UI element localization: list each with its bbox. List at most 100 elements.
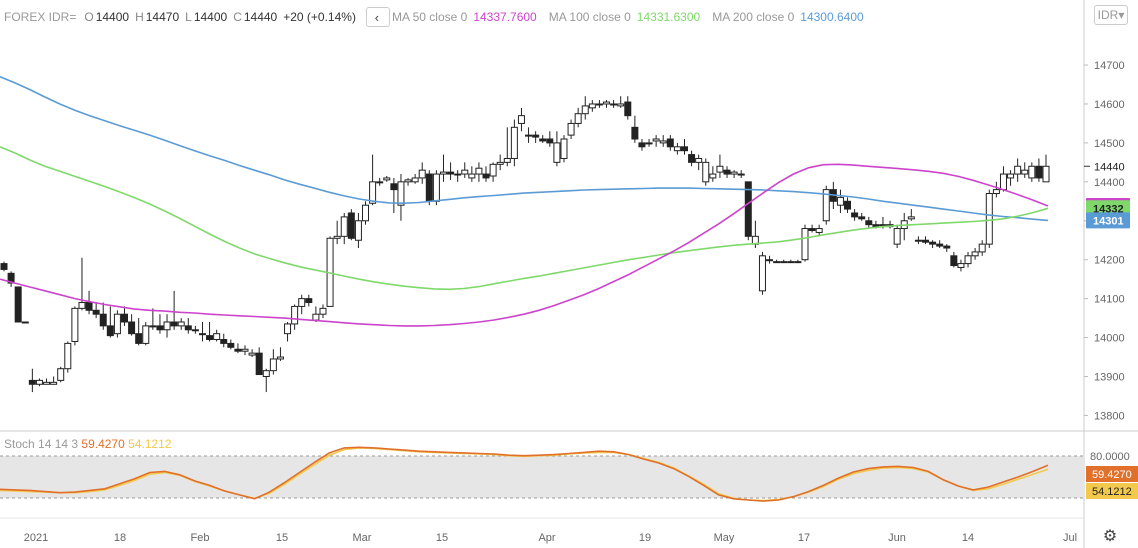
candle (680, 146, 688, 152)
y-tick-label: 14000 (1094, 333, 1125, 345)
candle (858, 216, 866, 220)
candle (0, 263, 8, 270)
candle (184, 325, 192, 331)
candle (631, 126, 639, 140)
candle (893, 228, 901, 245)
candle (390, 183, 398, 191)
ma200-badge-bg (1086, 212, 1130, 229)
candle (312, 313, 320, 321)
y-tick-label: 14100 (1094, 294, 1125, 306)
candle (376, 181, 384, 184)
candle (284, 323, 292, 335)
candle (50, 381, 58, 385)
candle (220, 339, 228, 344)
candle (21, 321, 29, 324)
candle (298, 298, 306, 307)
x-tick-label: Apr (538, 532, 555, 544)
gear-icon[interactable]: ⚙ (1102, 528, 1118, 545)
stoch-legend: Stoch 14 14 3 59.4270 54.1212 (4, 437, 172, 451)
candle (695, 157, 703, 163)
candle (43, 381, 51, 385)
candle (744, 181, 752, 237)
candle (525, 134, 533, 137)
candle (411, 177, 419, 183)
ma100-badge-bg (1086, 200, 1130, 217)
candle (418, 169, 426, 179)
candle (255, 352, 263, 376)
y-tick-label: 14200 (1094, 255, 1125, 267)
candles-group (0, 96, 1050, 393)
candle (539, 138, 547, 142)
candle (851, 212, 859, 218)
candle (921, 239, 929, 243)
candle (737, 173, 745, 176)
currency-selector[interactable]: IDR ▾ (1094, 5, 1128, 25)
candle (666, 138, 674, 148)
x-tick-label: 19 (639, 532, 651, 544)
candle (347, 212, 355, 239)
ma200-label: MA 200 close 0 (712, 10, 795, 24)
candle (1028, 165, 1036, 179)
candle (929, 241, 937, 245)
open-value: 14400 (95, 10, 130, 24)
candle (439, 171, 447, 175)
candle (971, 251, 979, 257)
x-tick-label: Jun (888, 532, 906, 544)
candle (369, 181, 377, 204)
high-value: 14470 (145, 10, 180, 24)
stoch-band (0, 456, 1084, 498)
candle (659, 140, 667, 144)
candle (560, 138, 568, 159)
candle (206, 335, 214, 341)
candle (177, 321, 185, 327)
candle (305, 298, 313, 304)
candle (503, 157, 511, 163)
candle (702, 161, 710, 183)
candle (156, 325, 164, 331)
ma100-value: 14331.6300 (636, 10, 701, 24)
high-label: H (135, 10, 144, 24)
collapse-legend-button[interactable]: ‹ (365, 7, 390, 27)
ma100-label: MA 100 close 0 (548, 10, 631, 24)
candle (1021, 169, 1029, 175)
x-tick-label: 18 (114, 532, 126, 544)
ma200-line (0, 75, 1049, 222)
candle (822, 189, 830, 222)
candle (716, 165, 724, 173)
y-tick-label: 14600 (1094, 99, 1125, 111)
x-tick-label: 15 (276, 532, 288, 544)
stoch-d-value: 54.1212 (128, 437, 172, 451)
candle (262, 370, 270, 377)
candle (652, 138, 660, 142)
candle (340, 216, 348, 237)
stoch-d-badge: 54.1212 (1092, 486, 1132, 498)
candle (957, 263, 965, 268)
candle (943, 245, 951, 249)
candle (794, 261, 802, 264)
candle (978, 243, 986, 253)
y-tick-label: 13900 (1094, 371, 1125, 383)
y-tick-label: 13800 (1094, 410, 1125, 422)
candle (815, 228, 823, 233)
candle (808, 228, 816, 231)
ma100-badge: 14332 (1093, 203, 1124, 215)
candle (532, 134, 540, 138)
x-tick-label: 17 (798, 532, 810, 544)
candle (936, 243, 944, 247)
candle (950, 255, 958, 267)
candle (510, 126, 518, 159)
stoch-k-badge-bg (1086, 466, 1138, 482)
candle (1007, 173, 1015, 179)
candle (447, 171, 455, 175)
stoch-title: Stoch 14 14 3 (4, 437, 79, 451)
stoch-d-badge-bg (1086, 483, 1138, 499)
candle (397, 181, 405, 206)
candle (276, 356, 284, 360)
candle (78, 302, 86, 309)
currency-label: IDR (1097, 8, 1119, 22)
candle (985, 193, 993, 245)
candle (574, 113, 582, 124)
candle (362, 204, 370, 222)
candle (496, 161, 504, 165)
